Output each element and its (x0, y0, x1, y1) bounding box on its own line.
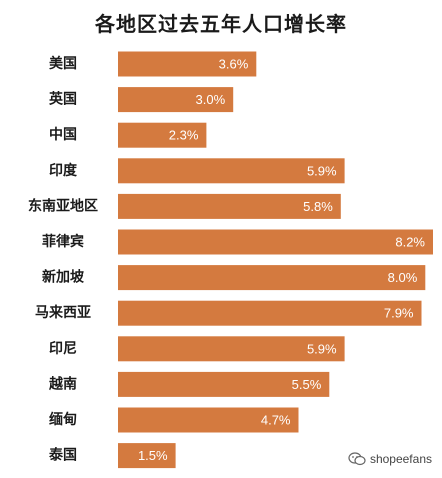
category-label-5: 东南亚地区 (28, 197, 98, 214)
bar-10 (118, 371, 330, 397)
bar-7 (118, 265, 426, 291)
value-label-9: 5.9% (307, 341, 337, 356)
category-label-3: 中国 (49, 126, 77, 143)
category-label-11: 缅甸 (49, 411, 77, 428)
bar-11 (118, 407, 299, 433)
value-label-2: 3.0% (196, 92, 226, 107)
category-label-12: 泰国 (48, 447, 77, 464)
value-labels: 3.6% 3.0% 2.3% 5.9% 5.8% 8.2% 8.0% 7.9% 5.9% 5.5%… (138, 57, 425, 464)
bar-4 (118, 158, 345, 184)
category-label-1: 美国 (49, 55, 77, 72)
value-label-10: 5.5% (292, 377, 322, 392)
category-label-9: 印尼 (49, 340, 77, 357)
value-label-3: 2.3% (169, 128, 199, 143)
bar-3 (118, 122, 207, 148)
category-label-10: 越南 (48, 375, 77, 392)
category-label-7: 新加坡 (42, 269, 85, 286)
value-label-7: 8.0% (388, 270, 418, 285)
bar-5 (118, 193, 341, 219)
wechat-icon (348, 452, 366, 466)
value-label-8: 7.9% (384, 306, 414, 321)
watermark-text: shopeefans (369, 452, 432, 466)
value-label-1: 3.6% (219, 57, 249, 72)
category-label-2: 英国 (48, 91, 77, 108)
chart-title: 各地区过去五年人口增长率 (95, 12, 347, 36)
value-label-11: 4.7% (261, 413, 291, 428)
value-label-5: 5.8% (303, 199, 333, 214)
bar-12 (118, 443, 176, 469)
bars-layer (118, 51, 433, 469)
value-label-4: 5.9% (307, 163, 337, 178)
bar-8 (118, 300, 422, 326)
bar-1 (118, 51, 257, 77)
category-label-4: 印度 (49, 162, 78, 179)
category-label-6: 菲律宾 (42, 233, 84, 250)
watermark: shopeefans (348, 452, 432, 466)
bar-6 (118, 229, 433, 255)
category-label-8: 马来西亚 (35, 305, 91, 321)
value-label-6: 8.2% (395, 235, 425, 250)
value-label-12: 1.5% (138, 448, 168, 463)
bar-9 (118, 336, 345, 362)
bar-2 (118, 87, 234, 113)
